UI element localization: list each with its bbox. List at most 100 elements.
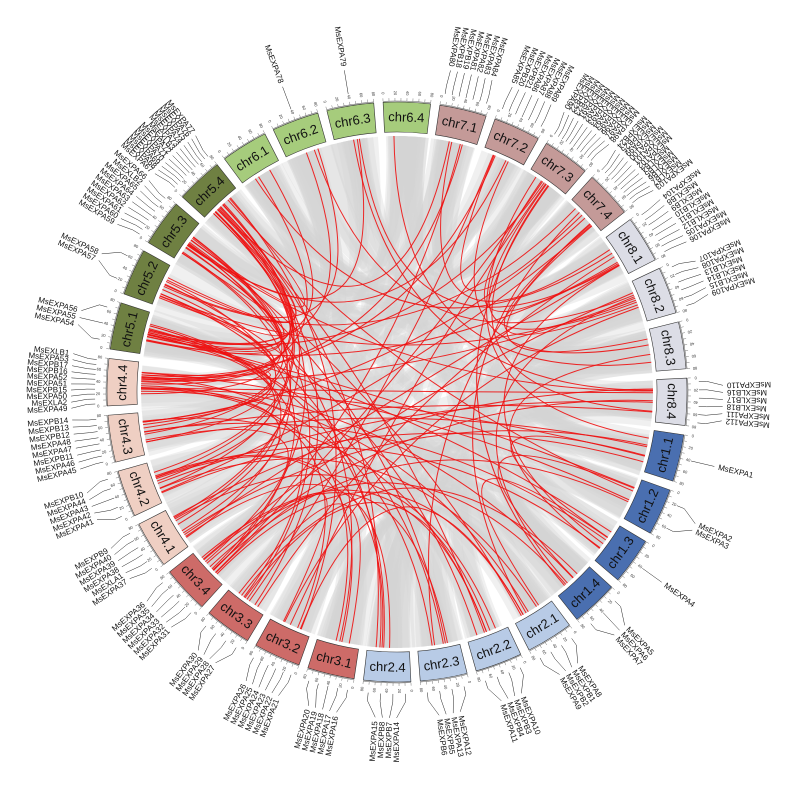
- gene-MsEXPB8: MsEXPB8: [376, 693, 387, 758]
- ruler-tick: [449, 678, 451, 682]
- synteny-link: [481, 478, 608, 606]
- chromosome-ruler: [495, 117, 539, 139]
- gene-label: MsEXPA78: [263, 44, 286, 85]
- tick-label: 40: [237, 134, 244, 141]
- tick-label: 0: [293, 671, 299, 676]
- background-link: [165, 150, 509, 528]
- gene-leader-line: [72, 425, 97, 428]
- chromosome-label: chr8.3: [658, 329, 679, 367]
- ruler-tick: [668, 495, 672, 498]
- gene-leader-line: [114, 540, 135, 555]
- synteny-link: [141, 206, 293, 382]
- synteny-link: [141, 388, 645, 457]
- gene-leader-line: [161, 166, 181, 182]
- tick-label: 60: [110, 482, 117, 488]
- synteny-link: [506, 225, 648, 353]
- ruler-tick: [486, 112, 488, 116]
- ruler-tick: [111, 462, 115, 464]
- ruler-tick: [671, 294, 675, 296]
- tick-label: 60: [167, 583, 174, 590]
- gene-leader-line: [265, 668, 277, 691]
- background-link: [368, 349, 653, 648]
- chromosome-chr8-3[interactable]: 0 20 40 60 80 chr8.3: [648, 317, 697, 372]
- tick-label: 80: [106, 470, 112, 476]
- background-link: [509, 429, 649, 547]
- tick-label: 40: [499, 669, 506, 676]
- ruler-tick: [482, 670, 484, 674]
- tick-label: 0: [193, 610, 199, 616]
- chromosome-block: [515, 600, 570, 651]
- gene-leader-line: [86, 478, 108, 494]
- background-link: [179, 136, 399, 539]
- chromosome-chr6-3[interactable]: 0 20 40 60 80 chr6.3: [322, 92, 377, 141]
- tick-label: 60: [529, 122, 536, 129]
- gene-leader-line: [698, 381, 723, 386]
- chromosome-chr4-4[interactable]: 0 20 40 60 80 chr4.4: [96, 354, 140, 408]
- tick-label: 60: [654, 242, 661, 249]
- background-link: [334, 515, 463, 646]
- ruler-tick: [618, 580, 622, 583]
- tick-label: 0: [691, 433, 695, 438]
- tick-label: 0: [350, 685, 355, 689]
- tick-label: 40: [647, 232, 654, 239]
- chromosome-chr6-4[interactable]: 0 20 40 60 80 chr6.4: [381, 91, 435, 135]
- chromosome-block: [363, 649, 412, 683]
- ruler-tick: [169, 205, 172, 209]
- chromosome-chr2-4[interactable]: 0 20 40 60 80 chr2.4: [359, 649, 414, 694]
- tick-label: 20: [644, 553, 651, 560]
- ruler-tick: [515, 657, 518, 661]
- ruler-tick: [129, 270, 133, 272]
- synteny-link: [201, 489, 487, 633]
- tick-label: 20: [693, 388, 698, 393]
- background-link: [201, 478, 577, 593]
- tick-label: 40: [463, 98, 469, 104]
- ruler-tick: [126, 505, 130, 507]
- background-link: [520, 302, 653, 375]
- ruler-tick: [534, 648, 537, 652]
- synteny-link: [154, 454, 384, 648]
- background-link: [507, 291, 637, 540]
- ruler-tick: [622, 575, 625, 579]
- background-link: [496, 436, 647, 587]
- background-link: [512, 303, 646, 519]
- gene-leader-line: [683, 287, 706, 298]
- tick-label: 40: [289, 109, 296, 116]
- tick-label: 60: [431, 686, 437, 692]
- background-link: [142, 417, 613, 554]
- gene-leader-line: [502, 86, 513, 110]
- ruler-tick: [576, 160, 579, 163]
- ruler-tick: [680, 326, 684, 328]
- chromosome-label: chr6.3: [334, 110, 372, 131]
- chromosome-chr4-3[interactable]: 0 20 40 60 80 chr4.3: [97, 412, 146, 467]
- background-link: [229, 497, 333, 626]
- tick-label: 0: [573, 630, 579, 635]
- gene-leader-line: [77, 324, 100, 340]
- tick-label: 60: [359, 93, 365, 99]
- gene-MsEXPA1: MsEXPA1: [690, 460, 755, 480]
- gene-leader-line: [80, 461, 104, 470]
- chromosome-chr2-3[interactable]: 0 20 40 60 80 chr2.3: [417, 643, 473, 693]
- background-link: [389, 505, 551, 648]
- chromosome-label: chr8.4: [664, 383, 680, 420]
- ruler-tick: [683, 440, 687, 442]
- chromosome-chr8-4[interactable]: 0 20 40 60 80 chr8.4: [654, 376, 698, 430]
- tick-label: 80: [248, 649, 255, 656]
- ruler-tick: [117, 482, 121, 485]
- gene-leader-line: [154, 173, 176, 188]
- gene-leader-line: [648, 211, 669, 226]
